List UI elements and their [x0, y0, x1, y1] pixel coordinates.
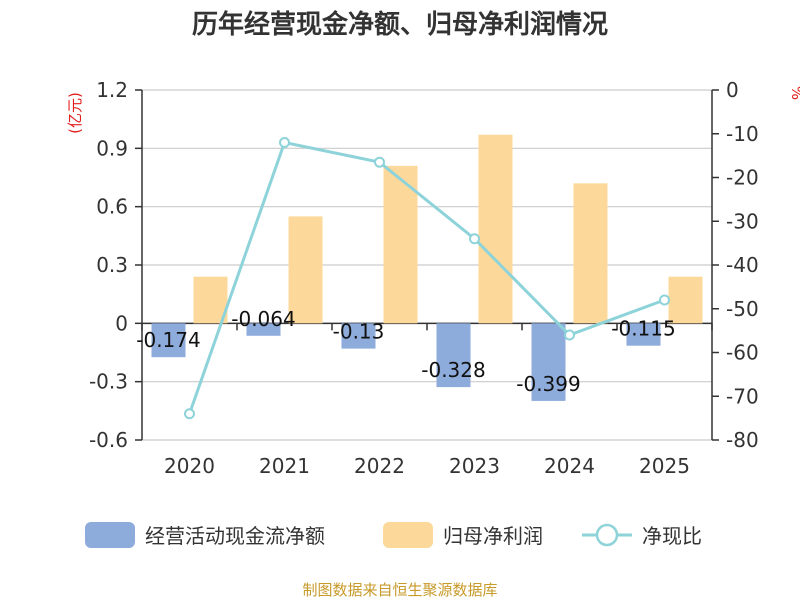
right-tick-label-7: -70: [726, 384, 759, 408]
bar-net-profit-2024: [573, 183, 608, 324]
bar-net-profit-2021: [288, 216, 323, 324]
legend-label-ratio: 净现比: [642, 524, 702, 548]
legend-marker-ratio: [595, 523, 619, 547]
right-tick-label-4: -40: [726, 253, 759, 277]
legend-swatch-net-profit: [383, 522, 433, 548]
x-axis-ticks: 2020 2021 2022 2023 2024 2025: [141, 323, 713, 478]
ratio-point-2021: [279, 137, 290, 148]
bar-cash-flow-2020: [151, 323, 186, 358]
right-tick-label-1: -10: [726, 122, 759, 146]
label-cash-flow-2025: -0.115: [611, 317, 675, 341]
bar-cash-flow-2025: [626, 323, 661, 346]
right-axis-ticks: 0 -10 -20 -30 -40 -50 -60 -70 -80: [712, 78, 759, 452]
label-cash-flow-2023: -0.328: [421, 358, 485, 382]
legend: 经营活动现金流净额 归母净利润 净现比: [85, 522, 702, 548]
bar-cash-flow-2021: [246, 323, 281, 336]
label-cash-flow-2020: -0.174: [136, 328, 200, 352]
ratio-point-2023: [469, 233, 480, 245]
x-tick-label-2021: 2021: [259, 454, 310, 478]
legend-label-net-profit: 归母净利润: [443, 524, 543, 548]
left-tick-label-1: 0.9: [96, 136, 128, 160]
bar-net-profit-2022: [383, 165, 418, 324]
bar-net-profit-2020: [193, 276, 228, 324]
bar-net-profit-2025: [668, 276, 703, 324]
x-tick-label-2020: 2020: [164, 454, 215, 478]
gridlines: [142, 89, 712, 441]
left-tick-label-6: -0.6: [89, 428, 128, 452]
left-tick-label-2: 0.6: [96, 195, 128, 219]
chart-title: 历年经营现金净额、归母净利润情况: [192, 9, 608, 40]
x-tick-label-2023: 2023: [449, 454, 500, 478]
right-tick-label-2: -20: [726, 166, 759, 190]
label-cash-flow-2024: -0.399: [516, 372, 580, 396]
left-axis-unit: (亿元): [66, 92, 84, 134]
x-tick-label-2025: 2025: [639, 454, 690, 478]
ratio-point-2020: [184, 408, 195, 420]
legend-label-cash-flow: 经营活动现金流净额: [145, 524, 325, 548]
source-footer: 制图数据来自恒生聚源数据库: [302, 581, 497, 599]
x-tick-label-2024: 2024: [544, 454, 595, 478]
right-tick-label-6: -60: [726, 341, 759, 365]
data-labels: -0.174 -0.064 -0.13 -0.328 -0.399 -0.115: [136, 307, 675, 396]
right-axis-unit: %: [788, 86, 800, 100]
ratio-point-2025: [659, 294, 670, 306]
ratio-line: [184, 137, 670, 420]
ratio-point-2022: [374, 156, 385, 168]
bars: [151, 134, 703, 401]
legend-swatch-cash-flow: [85, 522, 135, 548]
bar-cash-flow-2024: [531, 323, 566, 401]
left-axis-ticks: 1.2 0.9 0.6 0.3 0 -0.3 -0.6: [89, 78, 142, 452]
left-tick-label-5: -0.3: [89, 370, 128, 394]
label-cash-flow-2022: -0.13: [333, 320, 385, 344]
label-cash-flow-2021: -0.064: [231, 307, 295, 331]
right-tick-label-3: -30: [726, 209, 759, 233]
left-tick-label-4: 0: [115, 311, 128, 335]
bar-cash-flow-2022: [341, 323, 376, 349]
right-tick-label-0: 0: [726, 78, 739, 102]
bar-net-profit-2023: [478, 134, 513, 324]
left-tick-label-3: 0.3: [96, 253, 128, 277]
x-tick-label-2022: 2022: [354, 454, 405, 478]
left-tick-label-0: 1.2: [96, 78, 128, 102]
right-tick-label-5: -50: [726, 297, 759, 321]
ratio-line-path: [188, 140, 666, 415]
right-tick-label-8: -80: [726, 428, 759, 452]
ratio-point-2024: [564, 329, 575, 341]
bar-cash-flow-2023: [436, 323, 471, 388]
